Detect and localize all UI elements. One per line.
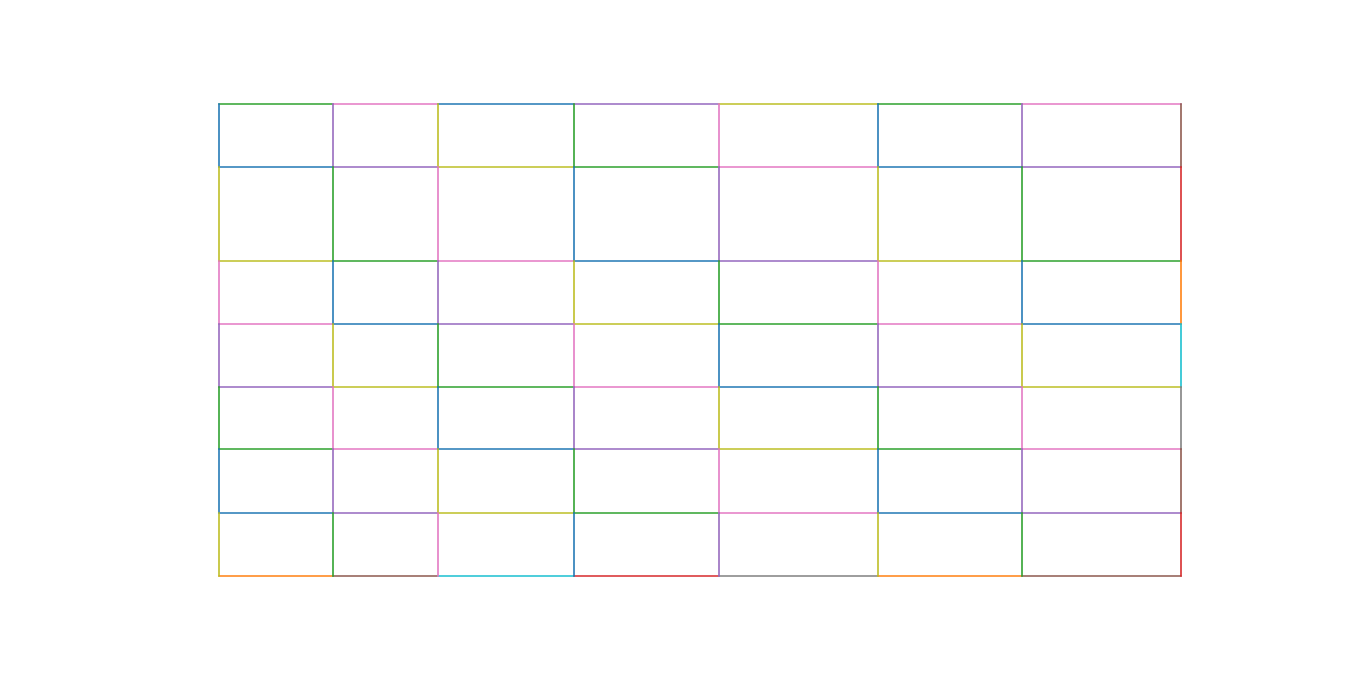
colored-grid-diagram xyxy=(218,103,1182,577)
